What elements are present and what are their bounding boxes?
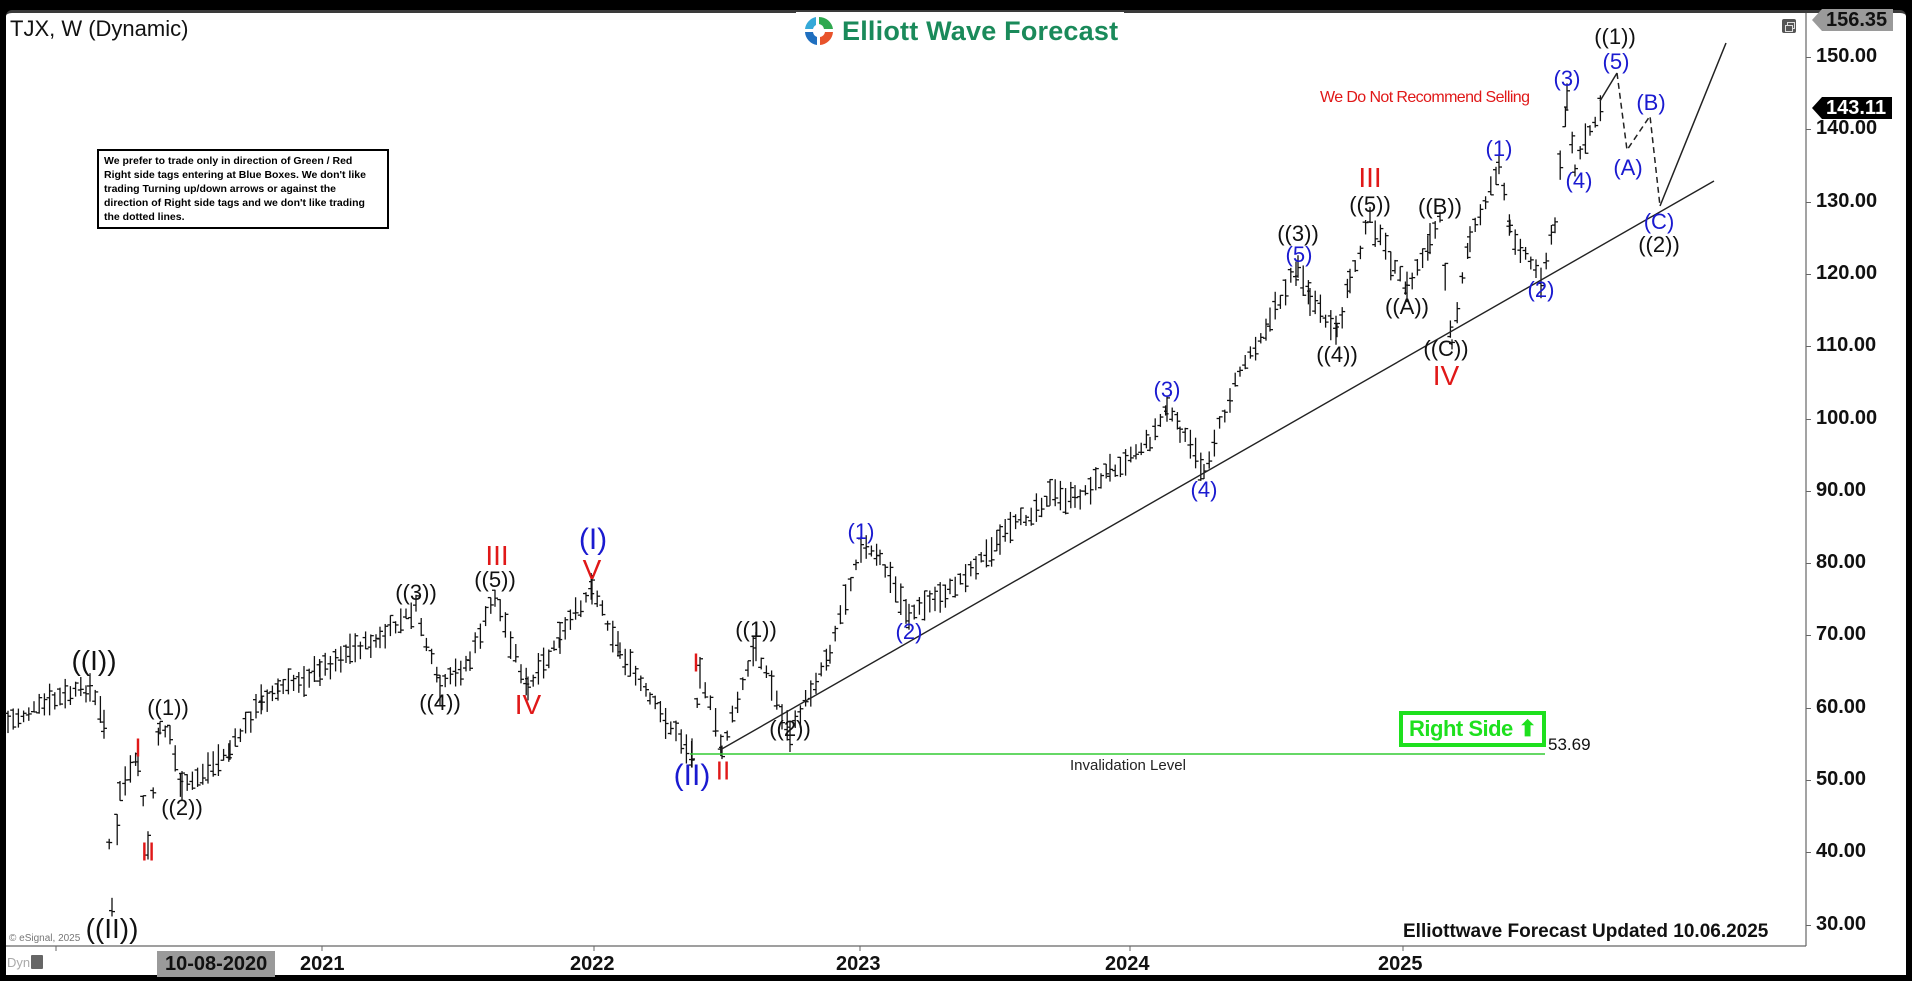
wave-label: III [485,540,509,571]
x-tick-2023: 2023 [836,953,881,975]
wave-label: (I) [578,523,608,556]
y-tick-label: 130.00 [1816,189,1878,212]
wave-label: I [692,647,700,678]
do-not-sell-note: We Do Not Recommend Selling [1320,89,1530,106]
price-bars [5,83,1604,917]
y-tick-mark [1806,563,1811,565]
chart-title: TJX, W (Dynamic) [10,16,189,41]
y-tick-label: 40.00 [1816,840,1867,863]
x-tick-2024: 2024 [1105,953,1150,975]
y-tick-label: 140.00 [1816,117,1878,140]
y-tick-mark [1806,707,1811,709]
wave-label: (C) [1643,209,1675,234]
y-tick-label: 110.00 [1816,334,1877,357]
x-tick-2022: 2022 [570,953,615,975]
y-tick-mark [1806,346,1811,348]
y-tick-mark [1806,201,1811,203]
wave-label: ((2)) [769,716,811,741]
y-tick-mark [1806,924,1811,926]
wave-label: (3) [1153,377,1181,402]
wave-label: V [582,554,602,585]
y-tick-label: 80.00 [1816,551,1867,574]
y-tick-label: 150.00 [1816,45,1878,67]
last-price-tag: 143.11 [1812,97,1893,119]
wave-label: ((II)) [85,913,139,944]
wave-label: ((1)) [735,617,777,642]
y-tick-label: 30.00 [1816,912,1867,935]
logo-text: Elliott Wave Forecast [842,15,1119,46]
wave-label: IV [514,689,542,720]
wave-label: (4) [1565,168,1593,193]
y-tick-label: 70.00 [1816,623,1867,646]
y-tick-label: 120.00 [1816,261,1878,284]
wave-label: (B) [1636,90,1666,115]
wave-label: ((5)) [1349,192,1391,217]
wave-label: ((I)) [71,645,117,676]
y-tick-label: 50.00 [1816,768,1867,790]
trading-notice: We prefer to trade only in direction of … [97,149,389,229]
y-tick-mark [1806,635,1811,637]
wave-label: III [1358,162,1382,193]
y-tick-mark [1806,852,1811,854]
wave-label: (1) [847,519,875,544]
projection-wave5 [1599,72,1618,102]
updated-note: Elliottwave Forecast Updated 10.06.2025 [1403,921,1769,942]
projection-abc-dotted [1616,72,1661,207]
y-tick-mark [1806,273,1811,275]
projection-continuation [1659,42,1727,207]
wave-label: (2) [895,619,923,644]
invalidation-value: 53.69 [1548,735,1591,754]
wave-label: (4) [1190,477,1218,502]
high-price-tag: 156.35 [1812,9,1894,31]
wave-label: (5) [1602,49,1630,74]
y-tick-mark [1806,490,1811,492]
y-tick-mark [1806,129,1811,131]
arrow-up-icon: ⬆ [1518,716,1537,741]
wave-label: ((C)) [1423,336,1469,361]
wave-label: ((A)) [1385,294,1429,319]
y-tick-label: 60.00 [1816,695,1867,718]
wave-label: ((3)) [1277,221,1319,246]
wave-label: ((4)) [1316,342,1358,367]
wave-label: II [140,836,156,867]
invalidation-label: Invalidation Level [1070,757,1186,774]
y-tick-label: 100.00 [1816,406,1878,429]
logo-swirl-icon [804,16,834,46]
cursor-date: 10-08-2020 [157,951,276,977]
wave-label: ((2)) [1638,232,1680,257]
wave-label: ((1)) [1594,24,1636,49]
dyn-label: Dyn [7,955,31,970]
wave-label: ((4)) [419,690,461,715]
x-tick-2021: 2021 [300,953,345,975]
wave-label: ((3)) [395,580,437,605]
y-tick-label: 90.00 [1816,478,1867,501]
wave-label: (A) [1613,155,1643,180]
wave-label: (II) [673,759,711,792]
trend-line [719,180,1715,751]
brand-logo: Elliott Wave Forecast [796,12,1125,50]
y-tick-mark [1806,780,1811,781]
lock-icon[interactable] [31,955,43,969]
wave-label: ((B)) [1418,194,1462,219]
right-side-tag: Right Side ⬆ [1399,711,1547,747]
x-tick-2025: 2025 [1378,953,1423,975]
wave-label: IV [1432,360,1460,391]
right-side-label: Right Side [1409,716,1513,741]
wave-label: ((1)) [147,695,189,720]
wave-label: (2) [1527,277,1555,302]
copyright: © eSignal, 2025 [9,933,81,944]
wave-label: (5) [1285,242,1313,267]
wave-label: (1) [1485,136,1513,161]
y-tick-mark [1806,418,1811,420]
wave-label: (3) [1553,66,1581,91]
y-tick-mark [1806,57,1811,58]
wave-label: ((2)) [161,795,203,820]
wave-label: I [134,732,142,763]
restore-window-icon[interactable] [1782,19,1796,33]
wave-label: ((5)) [474,567,516,592]
wave-label: II [715,755,731,786]
